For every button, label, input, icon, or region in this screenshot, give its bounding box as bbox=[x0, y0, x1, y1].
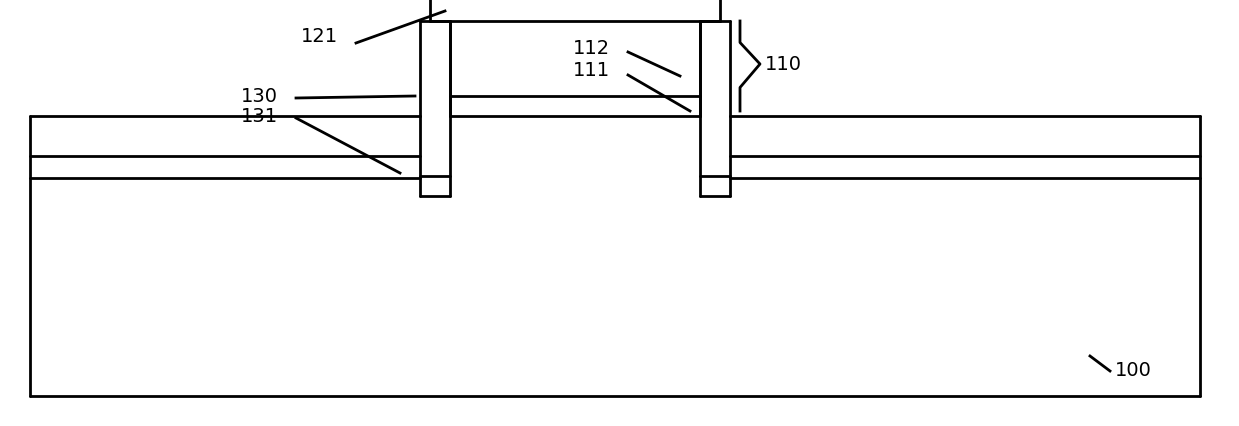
Text: 131: 131 bbox=[240, 106, 278, 126]
Text: 100: 100 bbox=[1115, 362, 1152, 380]
Text: 110: 110 bbox=[764, 55, 802, 74]
Text: 111: 111 bbox=[572, 61, 610, 81]
Text: 130: 130 bbox=[242, 86, 278, 106]
Text: 121: 121 bbox=[301, 26, 338, 46]
Text: 112: 112 bbox=[572, 38, 610, 58]
